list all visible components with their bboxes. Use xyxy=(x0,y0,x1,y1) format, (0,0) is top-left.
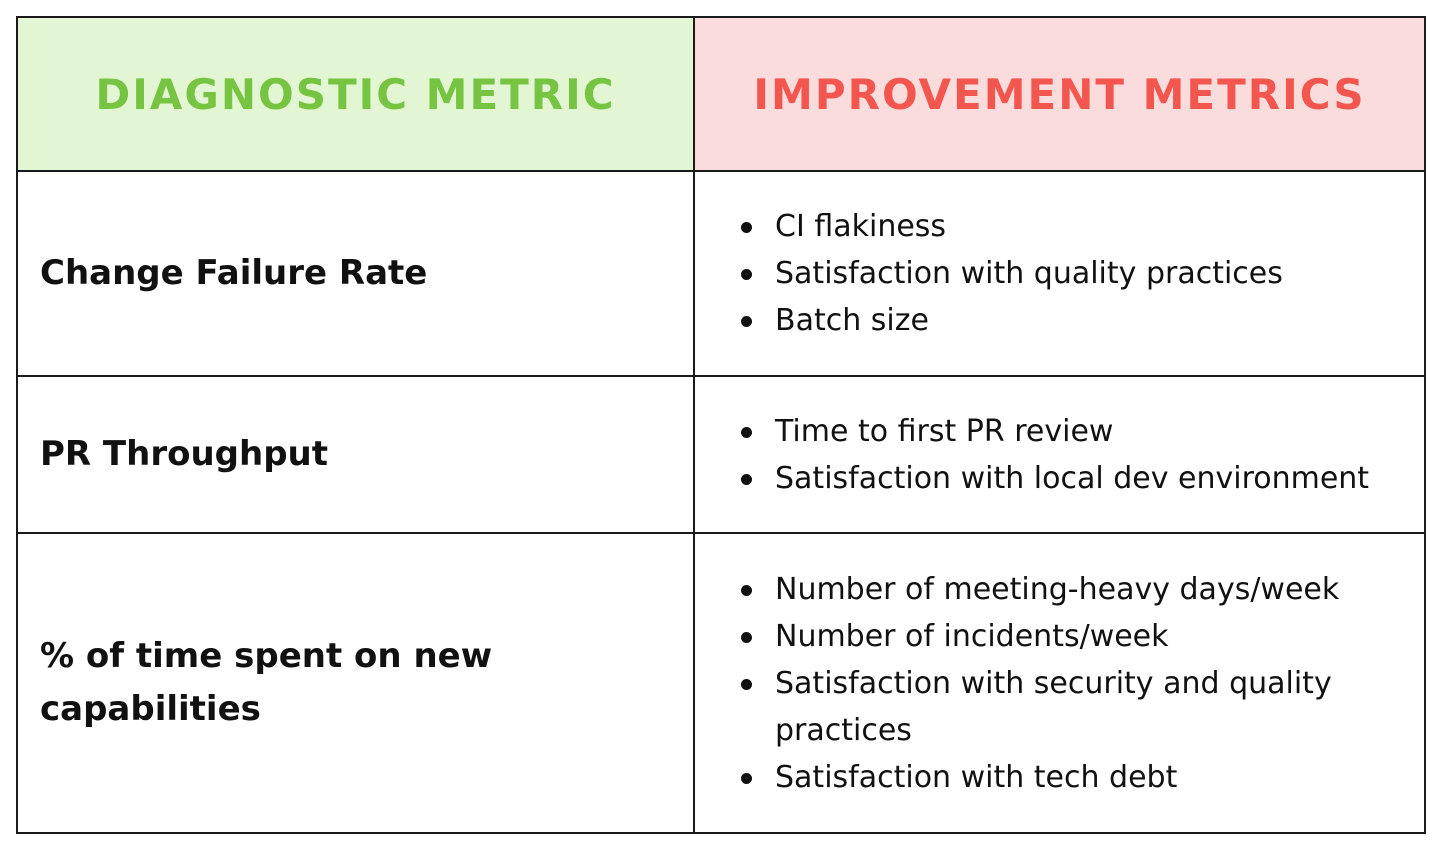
list-item: Number of incidents/week xyxy=(739,613,1404,660)
diagnostic-label: % of time spent on new capabilities xyxy=(40,636,493,729)
list-item: Satisfaction with tech debt xyxy=(739,754,1404,801)
list-item: Satisfaction with security and quality p… xyxy=(739,660,1404,754)
improvement-list: CI flakiness Satisfaction with quality p… xyxy=(739,203,1404,344)
improvement-list: Number of meeting-heavy days/week Number… xyxy=(739,566,1404,801)
diagnostic-label: Change Failure Rate xyxy=(40,253,428,293)
improvement-header: IMPROVEMENT METRICS xyxy=(753,69,1366,119)
table-row: Change Failure Rate CI flakiness Satisfa… xyxy=(16,170,1426,377)
metrics-table: DIAGNOSTIC METRIC IMPROVEMENT METRICS Ch… xyxy=(16,16,1426,834)
list-item: Number of meeting-heavy days/week xyxy=(739,566,1404,613)
improvement-list: Time to first PR review Satisfaction wit… xyxy=(739,408,1404,502)
list-item: Time to first PR review xyxy=(739,408,1404,455)
diagnostic-cell: % of time spent on new capabilities xyxy=(16,532,695,834)
list-item: Satisfaction with local dev environment xyxy=(739,455,1404,502)
diagnostic-cell: Change Failure Rate xyxy=(16,170,695,377)
list-item: Batch size xyxy=(739,297,1404,344)
list-item: CI flakiness xyxy=(739,203,1404,250)
header-row: DIAGNOSTIC METRIC IMPROVEMENT METRICS xyxy=(16,16,1426,172)
diagnostic-header: DIAGNOSTIC METRIC xyxy=(95,69,616,119)
diagnostic-cell: PR Throughput xyxy=(16,375,695,534)
table-row: PR Throughput Time to first PR review Sa… xyxy=(16,375,1426,534)
improvement-header-cell: IMPROVEMENT METRICS xyxy=(693,16,1426,172)
table-row: % of time spent on new capabilities Numb… xyxy=(16,532,1426,834)
improvement-cell: Time to first PR review Satisfaction wit… xyxy=(693,375,1426,534)
diagnostic-label: PR Throughput xyxy=(40,434,329,474)
list-item: Satisfaction with quality practices xyxy=(739,250,1404,297)
improvement-cell: CI flakiness Satisfaction with quality p… xyxy=(693,170,1426,377)
improvement-cell: Number of meeting-heavy days/week Number… xyxy=(693,532,1426,834)
diagnostic-header-cell: DIAGNOSTIC METRIC xyxy=(16,16,695,172)
